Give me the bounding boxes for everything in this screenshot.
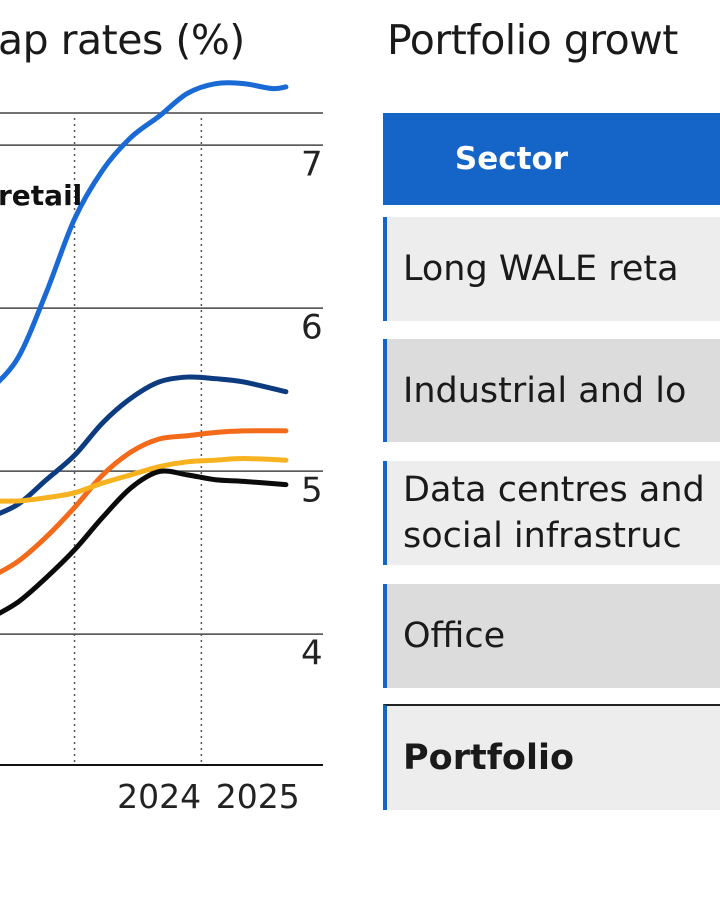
y-tick-label: 5 [301, 471, 323, 511]
series-line-1 [0, 374, 289, 516]
table-cell-sector: Data centres and [403, 470, 705, 510]
chart-title: ap rates (%) [0, 16, 245, 64]
series-line-4 [0, 468, 289, 616]
table-cell-sector-line2: social infrastruc [403, 516, 682, 556]
table-cell-sector: Office [403, 616, 506, 656]
table-cell-sector: Long WALE reta [403, 249, 679, 289]
table-row: Office [383, 584, 720, 688]
series-line-3 [0, 456, 289, 504]
table-title: Portfolio growt [387, 16, 678, 64]
table-row: Industrial and lo [383, 339, 720, 442]
table-row: Data centres and social infrastruc [383, 461, 720, 565]
table-cell-sector: Industrial and lo [403, 370, 687, 411]
y-tick-label: 4 [301, 634, 323, 674]
x-tick-label: 2024 [117, 777, 201, 816]
table-row: Long WALE reta [383, 217, 720, 321]
y-tick-label: 6 [301, 308, 323, 348]
series-line-2 [0, 428, 289, 576]
x-tick-label: 3 [0, 777, 1, 816]
table-header-sector: Sector [383, 113, 720, 205]
table-row-total: Portfolio [383, 704, 720, 810]
table-cell-sector: Portfolio [403, 738, 575, 778]
series-line-0 [0, 80, 289, 384]
y-tick-label: 7 [301, 145, 323, 185]
series-annotation: retail [0, 179, 82, 212]
x-tick-label: 2025 [216, 777, 300, 816]
